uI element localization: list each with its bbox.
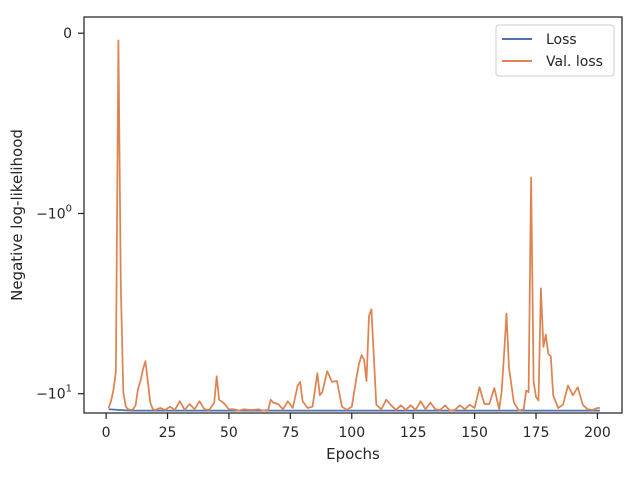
x-tick-label: 125	[400, 425, 427, 441]
x-tick-label: 0	[102, 425, 111, 441]
x-tick-label: 75	[281, 425, 299, 441]
y-tick-label: 0	[63, 26, 72, 42]
y-tick-label: −101	[36, 384, 72, 403]
x-tick-label: 200	[584, 425, 611, 441]
series-line-loss	[108, 408, 600, 412]
series-line-val-loss	[107, 39, 600, 412]
x-axis-label: Epochs	[326, 445, 380, 463]
legend-label-val-loss: Val. loss	[546, 54, 603, 70]
x-tick-label: 150	[461, 425, 488, 441]
x-tick-label: 100	[338, 425, 365, 441]
legend-label-loss: Loss	[546, 32, 577, 48]
legend-box	[495, 24, 615, 77]
x-tick-label: 25	[159, 425, 177, 441]
x-tick-label: 50	[220, 425, 238, 441]
legend: Loss Val. loss	[495, 24, 615, 77]
plot-area	[107, 39, 600, 412]
plot-frame	[83, 16, 623, 414]
y-axis: 0 −100 −101	[36, 26, 84, 403]
x-tick-label: 175	[523, 425, 550, 441]
y-tick-label: −100	[36, 203, 72, 222]
x-axis: 0 25 50 75 100 125 150 175 200	[102, 413, 611, 441]
y-axis-label: Negative log-likelihood	[8, 129, 26, 301]
